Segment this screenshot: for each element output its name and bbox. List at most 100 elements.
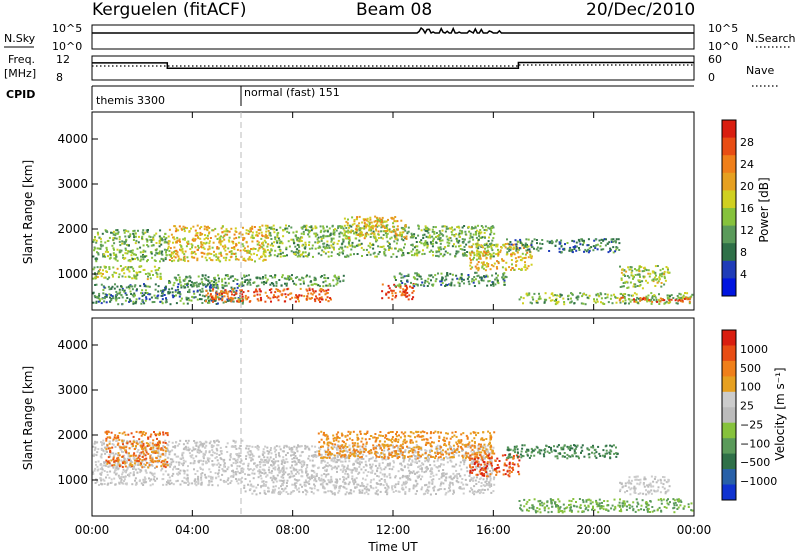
echo-cell bbox=[394, 220, 397, 223]
echo-cell bbox=[179, 483, 182, 486]
echo-cell bbox=[173, 281, 176, 284]
echo-cell bbox=[108, 440, 111, 443]
echo-cell bbox=[304, 245, 307, 248]
echo-cell bbox=[451, 449, 454, 452]
echo-cell bbox=[284, 282, 286, 285]
echo-cell bbox=[167, 481, 170, 484]
echo-cell bbox=[379, 245, 382, 248]
echo-cell bbox=[274, 236, 277, 239]
echo-cell bbox=[215, 255, 218, 258]
echo-cell bbox=[191, 285, 194, 288]
echo-cell bbox=[223, 238, 226, 241]
echo-cell bbox=[259, 492, 262, 495]
echo-cell bbox=[334, 274, 336, 277]
echo-cell bbox=[371, 224, 374, 227]
echo-cell bbox=[520, 259, 523, 262]
echo-cell bbox=[259, 293, 262, 296]
echo-cell bbox=[346, 222, 349, 225]
echo-cell bbox=[127, 455, 130, 458]
echo-cell bbox=[666, 271, 669, 274]
echo-cell bbox=[260, 245, 263, 248]
echo-cell bbox=[296, 295, 299, 298]
echo-cell bbox=[124, 299, 127, 302]
echo-cell bbox=[161, 302, 164, 305]
echo-cell bbox=[255, 486, 258, 489]
echo-cell bbox=[360, 468, 363, 471]
echo-cell bbox=[263, 239, 266, 242]
echo-cell bbox=[416, 254, 419, 257]
echo-cell bbox=[97, 272, 100, 275]
echo-cell bbox=[256, 298, 259, 301]
echo-cell bbox=[241, 439, 244, 442]
echo-cell bbox=[358, 243, 361, 246]
echo-cell bbox=[298, 238, 301, 241]
echo-cell bbox=[160, 448, 162, 451]
echo-cell bbox=[233, 287, 236, 290]
echo-cell bbox=[406, 252, 409, 255]
echo-cell bbox=[560, 251, 563, 254]
echo-cell bbox=[108, 476, 111, 479]
echo-cell bbox=[215, 447, 218, 450]
echo-cell bbox=[322, 235, 325, 238]
echo-cell bbox=[132, 468, 134, 470]
colorbar-tick-label: 24 bbox=[740, 158, 754, 171]
echo-cell bbox=[406, 279, 409, 282]
echo-cell bbox=[219, 457, 222, 460]
echo-cell bbox=[444, 246, 447, 249]
echo-cell bbox=[519, 240, 522, 243]
echo-cell bbox=[202, 457, 205, 460]
echo-cell bbox=[273, 294, 275, 297]
echo-cell bbox=[334, 461, 337, 464]
echo-cell bbox=[197, 461, 200, 464]
echo-cell bbox=[99, 300, 101, 302]
echo-cell bbox=[641, 287, 644, 290]
echo-cell bbox=[666, 267, 669, 270]
echo-cell bbox=[199, 227, 201, 230]
echo-cell bbox=[400, 219, 403, 222]
echo-cell bbox=[183, 279, 186, 282]
echo-cell bbox=[191, 246, 193, 249]
echo-cell bbox=[240, 290, 243, 293]
echo-cell bbox=[286, 227, 289, 230]
echo-cell bbox=[156, 441, 159, 444]
echo-cell bbox=[184, 283, 187, 286]
echo-cell bbox=[626, 287, 629, 289]
echo-cell bbox=[97, 448, 100, 451]
echo-cell bbox=[220, 254, 223, 257]
echo-cell bbox=[149, 479, 151, 482]
echo-cell bbox=[164, 470, 167, 473]
echo-cell bbox=[92, 268, 95, 271]
colorbar-tick-label: 28 bbox=[740, 136, 754, 149]
echo-cell bbox=[167, 479, 169, 482]
echo-cell bbox=[581, 243, 584, 246]
echo-cell bbox=[227, 239, 230, 242]
echo-cell bbox=[641, 280, 644, 283]
echo-cell bbox=[427, 231, 430, 234]
echo-cell bbox=[229, 481, 232, 484]
echo-cell bbox=[317, 284, 320, 287]
echo-cell bbox=[473, 252, 476, 255]
echo-cell bbox=[161, 467, 164, 470]
echo-cell bbox=[104, 464, 107, 467]
echo-cell bbox=[530, 257, 533, 260]
echo-cell bbox=[124, 235, 127, 238]
echo-cell bbox=[207, 280, 210, 283]
echo-cell bbox=[286, 479, 289, 482]
echo-cell bbox=[167, 235, 170, 238]
echo-cell bbox=[658, 293, 660, 296]
echo-cell bbox=[139, 265, 142, 268]
echo-cell bbox=[346, 254, 349, 257]
echo-cell bbox=[375, 228, 377, 231]
echo-cell bbox=[612, 251, 615, 254]
echo-cell bbox=[381, 220, 383, 223]
echo-cell bbox=[308, 244, 310, 246]
echo-cell bbox=[464, 453, 467, 456]
echo-cell bbox=[93, 238, 96, 241]
echo-cell bbox=[533, 292, 536, 295]
echo-cell bbox=[668, 299, 671, 302]
echo-cell bbox=[571, 239, 574, 242]
echo-cell bbox=[481, 265, 484, 268]
echo-cell bbox=[499, 249, 502, 252]
echo-cell bbox=[107, 285, 110, 288]
echo-cell bbox=[207, 475, 210, 478]
